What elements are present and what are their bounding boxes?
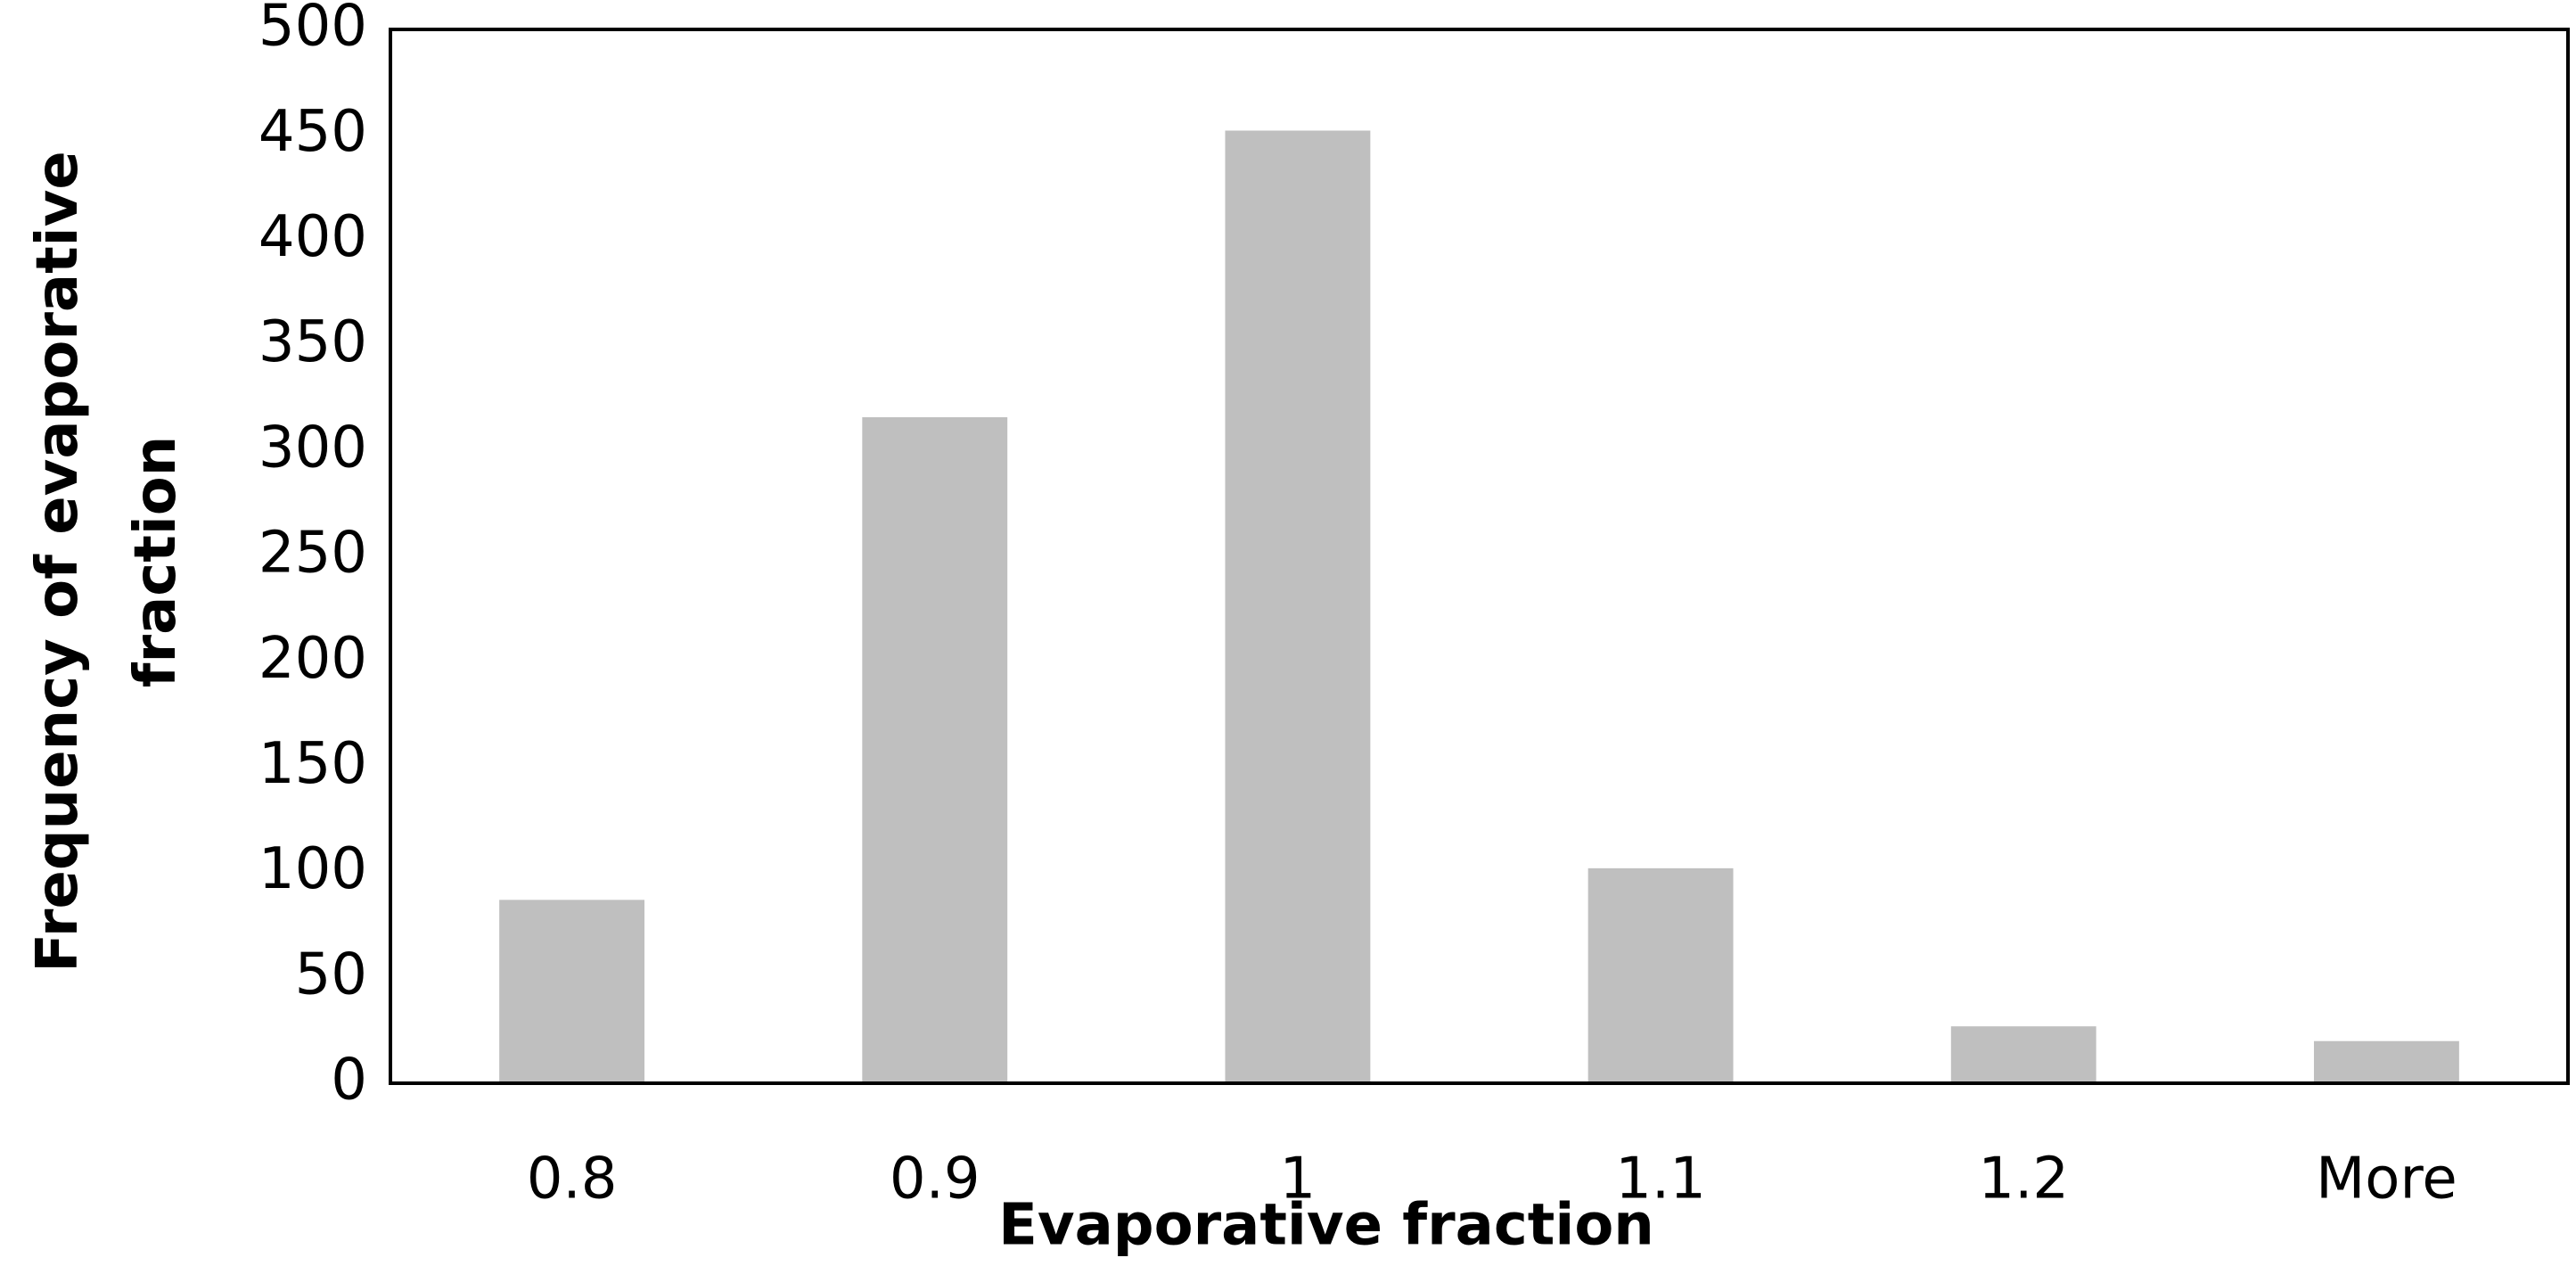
x-axis-title: Evaporative fraction (998, 1193, 1654, 1259)
y-tick-label: 500 (258, 0, 367, 60)
x-tick-label: 1.1 (1615, 1147, 1706, 1213)
bar (2313, 1040, 2459, 1083)
x-tick-label: 0.8 (527, 1147, 618, 1213)
y-tick-label: 100 (258, 836, 367, 902)
y-tick-label: 450 (258, 99, 367, 165)
y-tick-label: 250 (258, 521, 367, 587)
y-tick-label: 350 (258, 309, 367, 375)
x-tick-label: 0.9 (890, 1147, 980, 1213)
x-tick-label: More (2316, 1147, 2457, 1213)
y-tick-label: 0 (331, 1048, 367, 1114)
bar (499, 900, 645, 1083)
y-axis-title: Frequency of evaporative fraction (25, 151, 189, 973)
bar (1587, 867, 1734, 1083)
y-tick-label: 50 (295, 941, 367, 1007)
plot-frame (389, 28, 2570, 1085)
x-tick-label: 1.2 (1978, 1147, 2069, 1213)
y-tick-label: 300 (258, 415, 367, 481)
bar (862, 416, 1008, 1083)
x-tick-label: 1 (1280, 1147, 1317, 1213)
y-tick-label: 200 (258, 626, 367, 692)
y-tick-label: 150 (258, 731, 367, 797)
bar (1225, 130, 1371, 1083)
y-tick-label: 400 (258, 204, 367, 270)
bar (1950, 1026, 2096, 1083)
